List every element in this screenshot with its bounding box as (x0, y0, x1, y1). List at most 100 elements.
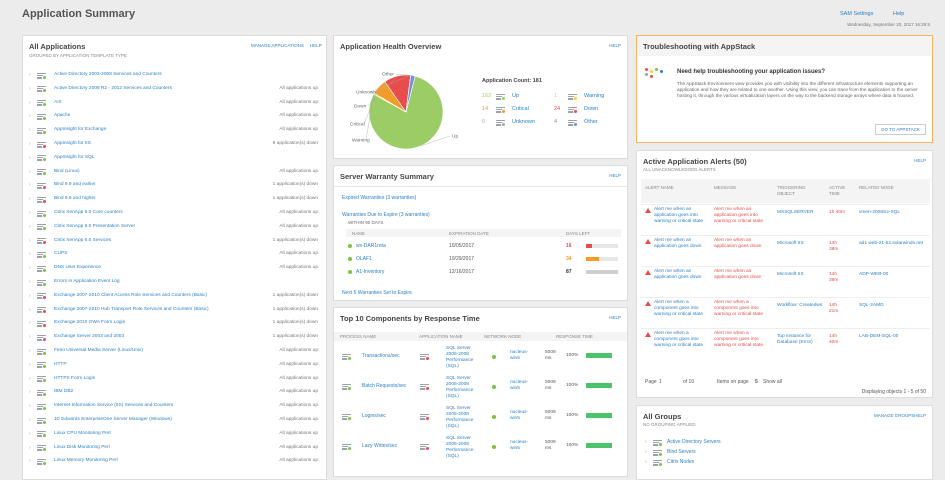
app-name[interactable]: Linux Memory Monitoring Perl (54, 458, 118, 464)
alert-name[interactable]: Alert me when a component goes into warn… (654, 300, 704, 317)
app-status: All applications up (279, 361, 318, 367)
network-node[interactable]: nucleus-win5 (510, 440, 529, 451)
count-name[interactable]: Critical (512, 106, 529, 112)
process-name[interactable]: Transactions/sec (362, 353, 400, 359)
app-name[interactable]: Bind 9.9 and earlier (54, 182, 96, 188)
related-node[interactable]: ad1 web-21-b2.solarwinds.net (859, 241, 923, 246)
alert-name[interactable]: Alert me when an application goes down (654, 238, 702, 249)
server-name[interactable]: A1-Inventory (356, 269, 385, 275)
count-name[interactable]: Up (512, 93, 520, 99)
alert-name[interactable]: Alert me when an application goes down (654, 269, 702, 280)
server-name[interactable]: wx-DAR1rota (356, 243, 386, 249)
group-name[interactable]: Active Directory Servers (667, 439, 721, 445)
app-name[interactable]: IBM DB2 (54, 389, 74, 395)
app-icon (37, 141, 47, 149)
network-node[interactable]: nucleus-win5 (510, 350, 529, 361)
app-name[interactable]: Bind (Linux) (54, 168, 80, 174)
pager-text: Page (645, 379, 657, 385)
alert-icon (645, 301, 651, 306)
network-node[interactable]: nucleus-win5 (510, 410, 529, 421)
next-link[interactable]: Next 5 Warranties Set to Expire. (342, 290, 414, 296)
help-link[interactable]: HELP (609, 315, 621, 320)
expand-chevron: › (29, 141, 31, 147)
app-name[interactable]: HTTPS Form Login (54, 375, 96, 381)
node-dot (348, 244, 352, 248)
active-time: 14h 40m (829, 334, 839, 345)
app-name[interactable]: HTTP (54, 361, 67, 367)
manage-link[interactable]: MANAGE APPLICATIONS (251, 43, 304, 48)
app-name[interactable]: Exchange Server 2003 and 2003 (54, 334, 125, 340)
count-label: Application Count: 181 (482, 78, 542, 84)
triggering-object[interactable]: Microsoft IIS (777, 272, 804, 277)
app-icon (342, 354, 352, 361)
settings-link[interactable]: SAM Settings (840, 11, 874, 17)
app-name[interactable]: Exchange 2007-2010 Client Access Role Se… (54, 292, 208, 298)
app-name[interactable]: Internet Information Service (IIS) Servi… (54, 403, 174, 409)
app-status: All applications up (279, 251, 318, 257)
due-link[interactable]: Warranties Due to Expire (3 warranties) (342, 212, 430, 218)
app-name[interactable]: Citrix XenApp 6.0 Presentation Server (54, 223, 136, 229)
count-name[interactable]: Unknown (512, 119, 535, 125)
count-name[interactable]: Down (584, 106, 599, 112)
group-name[interactable]: Bind Servers (667, 449, 696, 455)
server-name[interactable]: OLAF1 (356, 256, 372, 262)
app-name[interactable]: Exchange 2010 OWA Form Login (54, 320, 126, 326)
app-name[interactable]: Linux CPU Monitoring Perl (54, 430, 111, 436)
app-name[interactable]: Linux Disk Monitoring Perl (54, 444, 110, 450)
app-name[interactable]: AppInsight for Exchange (54, 127, 107, 133)
app-name[interactable]: JD Edwards EnterpriseOne Server Manager … (54, 417, 172, 422)
application-name[interactable]: SQL Server 2005-2008 Performance (SQL) (446, 436, 474, 459)
related-node[interactable]: LAB-DEM-SQL-00 (859, 334, 899, 339)
expired-link[interactable]: Expired Warranties (3 warranties) (342, 195, 417, 201)
app-name[interactable]: Apache (54, 113, 71, 119)
related-node[interactable]: vmen-2008S2-SQL (859, 210, 901, 215)
expand-chevron: › (29, 361, 31, 368)
application-name[interactable]: SQL Server 2005-2008 Performance (SQL) (446, 376, 474, 399)
help-link[interactable]: HELP (609, 43, 621, 48)
alert-name[interactable]: Alert me when a component goes into warn… (654, 331, 704, 348)
count-name[interactable]: Other (584, 119, 598, 125)
panel-title: Application Health Overview (340, 42, 442, 51)
group-name[interactable]: Citrix Nodes (667, 459, 695, 465)
app-name[interactable]: Feeo Universal Media Server (Linux/Unix) (54, 348, 144, 353)
application-name[interactable]: SQL Server 2005-2008 Performance (SQL) (446, 346, 474, 369)
count-name[interactable]: Warning (584, 93, 605, 99)
status-dot (573, 95, 578, 101)
app-name[interactable]: Active Directory 2003-2008 Services and … (54, 72, 162, 77)
process-name[interactable]: Lazy Writes/sec (362, 443, 398, 449)
network-node[interactable]: nucleus-win5 (510, 380, 529, 391)
appstack: Troubleshooting with AppStack Need help t… (636, 35, 933, 143)
help-link[interactable]: HELP (609, 173, 621, 178)
triggering-object[interactable]: Microsoft IIS (777, 241, 804, 246)
triggering-object[interactable]: Workflow: Createdws (777, 303, 823, 308)
description: The AppStack Environment view provides y… (677, 81, 918, 98)
help-link[interactable]: HELP (310, 43, 322, 48)
triggering-object[interactable]: MSSQLSERVER (777, 210, 814, 215)
manage-link[interactable]: MANAGE GROUPS (874, 413, 915, 418)
appstack-button[interactable]: GO TO APPSTACK (874, 124, 926, 135)
app-name[interactable]: Citrix XenApp 6.0 Services (54, 237, 112, 243)
process-name[interactable]: Logins/sec (362, 413, 386, 419)
app-name[interactable]: Bind 9.9 and higher (54, 196, 96, 202)
app-name[interactable]: Citrix XenApp 6.0 Core counters (54, 210, 123, 215)
app-name[interactable]: Active Directory 2008 R2 - 2012 Services… (54, 85, 172, 91)
help-link[interactable]: HELP (914, 413, 926, 418)
app-name[interactable]: CUPS (54, 251, 68, 257)
related-node[interactable]: SQL-2AMG (859, 303, 884, 308)
app-name[interactable]: AIX (54, 99, 62, 105)
triggering-object[interactable]: Top Instance for Database (Error) (777, 334, 813, 345)
app-name[interactable]: DNS User Experience (54, 265, 101, 271)
app-status: All applications up (279, 458, 318, 464)
app-name[interactable]: AppInsight for IIS (54, 141, 91, 146)
help-link[interactable]: HELP (914, 158, 926, 163)
process-name[interactable]: Batch Requests/sec (362, 383, 407, 389)
app-name[interactable]: Exchange 2007-2010 Hub Transport Role Se… (54, 306, 209, 312)
app-name[interactable]: Errors in Application Event Log (54, 279, 120, 284)
help-link[interactable]: Help (893, 11, 905, 17)
app-icon (37, 127, 47, 135)
app-icon (37, 362, 47, 370)
application-name[interactable]: SQL Server 2005-2008 Performance (SQL) (446, 406, 474, 429)
app-name[interactable]: AppInsight for SQL (54, 154, 95, 160)
alert-name[interactable]: Alert me when an application goes into w… (654, 207, 704, 224)
related-node[interactable]: ADP-WEB-00 (859, 272, 889, 277)
